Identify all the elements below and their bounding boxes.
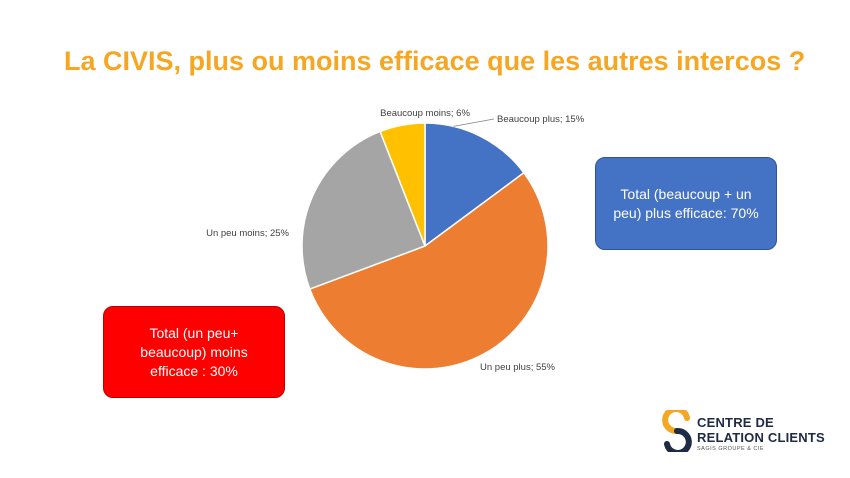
slice-beaucoup-moins-label: Beaucoup moins; 6% — [380, 108, 470, 119]
leader-line — [453, 118, 495, 127]
callout-moins-text: Total (un peu+ beaucoup) moins efficace … — [140, 324, 248, 379]
slice-beaucoup-plus-label: Beaucoup plus; 15% — [497, 114, 585, 125]
slice-beaucoup-moins — [379, 122, 426, 247]
logo-subtext: SAGIS GROUPE & CIE — [697, 446, 765, 452]
logo-text-line2: RELATION CLIENTS — [697, 430, 825, 445]
slice-beaucoup-plus — [424, 122, 525, 248]
slice-un-peu-plus — [308, 171, 549, 370]
callout-plus-efficace: Total (beaucoup + un peu) plus efficace:… — [595, 157, 777, 250]
slice-un-peu-plus-label: Un peu plus; 55% — [480, 362, 556, 373]
logo-text-line1: CENTRE DE — [697, 415, 774, 430]
page-title: La CIVIS, plus ou moins efficace que les… — [64, 46, 806, 76]
logo-mark-icon — [662, 410, 692, 452]
logo: CENTRE DE RELATION CLIENTS SAGIS GROUPE … — [661, 410, 831, 460]
slice-un-peu-moins-label: Un peu moins; 25% — [206, 228, 289, 239]
slice-un-peu-moins — [301, 130, 426, 291]
callout-plus-text: Total (beaucoup + un peu) plus efficace:… — [613, 185, 759, 221]
callout-moins-efficace: Total (un peu+ beaucoup) moins efficace … — [103, 306, 285, 398]
